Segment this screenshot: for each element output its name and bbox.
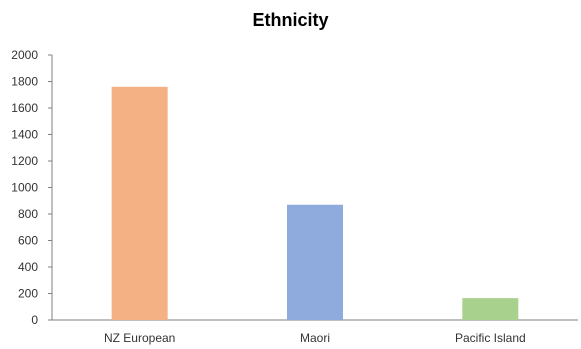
y-tick-label: 1600	[11, 101, 38, 115]
chart-title: Ethnicity	[252, 10, 329, 30]
y-tick-label: 400	[18, 260, 38, 274]
bar-nz-european	[111, 86, 168, 320]
y-tick-label: 2000	[11, 48, 38, 62]
y-tick-label: 1000	[11, 181, 38, 195]
bar-maori	[287, 204, 343, 320]
bars	[111, 86, 519, 320]
y-tick-label: 1800	[11, 75, 38, 89]
y-tick-label: 1400	[11, 128, 38, 142]
labels: 0 200 400 600 800 1000 1200 1400 1600 1800 2000 NZ …	[11, 48, 525, 345]
y-tick-label: 600	[18, 234, 38, 248]
y-tick-label: 800	[18, 207, 38, 221]
y-tick-label: 1200	[11, 154, 38, 168]
y-tick-label: 0	[31, 313, 38, 327]
y-tick-label: 200	[18, 287, 38, 301]
x-category-label: Maori	[300, 331, 330, 345]
x-category-label: NZ European	[104, 331, 175, 345]
bar-pacific-island	[462, 298, 519, 320]
x-category-label: Pacific Island	[455, 331, 526, 345]
